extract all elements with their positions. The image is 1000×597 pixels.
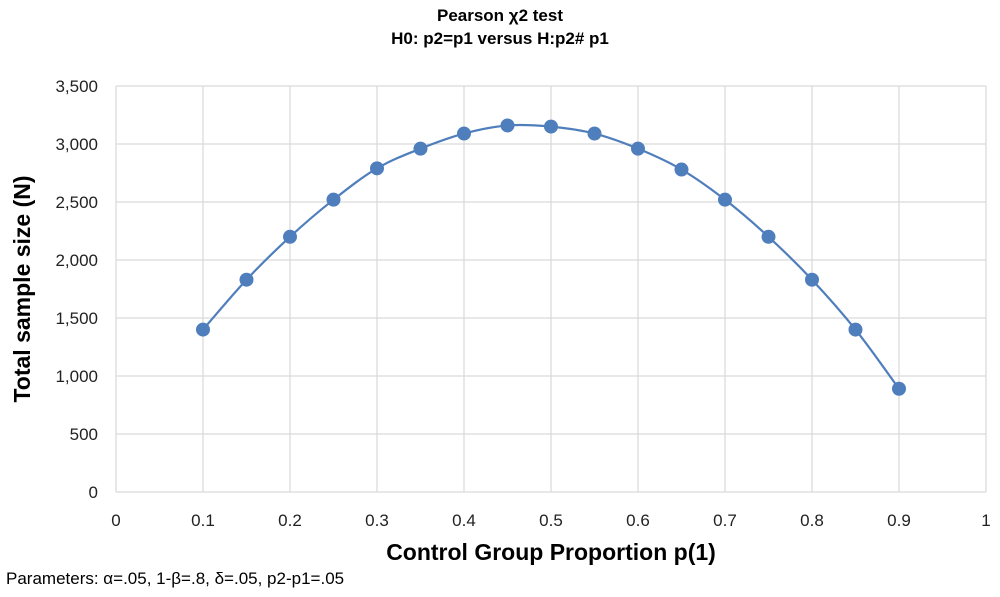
x-tick-label: 0.9 <box>887 511 911 530</box>
y-axis-title: Total sample size (N) <box>9 175 35 402</box>
y-tick-label: 1,500 <box>55 309 98 328</box>
x-tick-label: 0.3 <box>365 511 389 530</box>
data-point <box>370 161 384 176</box>
x-tick-label: 0 <box>111 511 120 530</box>
y-tick-label: 2,500 <box>55 193 98 212</box>
y-axis-ticks: 0 500 1,000 1,500 2,000 2,500 3,000 3,500 <box>55 77 98 502</box>
data-point <box>892 381 906 396</box>
chart-title: Pearson χ2 test <box>436 6 563 25</box>
x-tick-label: 0.1 <box>191 511 215 530</box>
data-point <box>631 141 645 156</box>
parameters-caption: Parameters: α=.05, 1-β=.8, δ=.05, p2-p1=… <box>6 569 345 588</box>
data-point <box>718 192 732 207</box>
data-point <box>326 192 341 207</box>
x-tick-label: 0.5 <box>539 511 563 530</box>
y-tick-label: 3,000 <box>55 135 98 154</box>
chart-subtitle: H0: p2=p1 versus H:p2# p1 <box>391 29 609 48</box>
x-tick-label: 0.4 <box>452 511 476 530</box>
x-tick-label: 1 <box>981 511 990 530</box>
data-point <box>805 272 819 287</box>
y-tick-label: 0 <box>89 483 98 502</box>
y-tick-label: 2,000 <box>55 251 98 270</box>
x-tick-label: 0.7 <box>713 511 737 530</box>
data-point <box>457 126 471 141</box>
x-axis-title: Control Group Proportion p(1) <box>386 539 716 565</box>
data-point <box>283 229 297 244</box>
x-tick-label: 0.2 <box>278 511 302 530</box>
data-point <box>413 141 428 156</box>
y-tick-label: 500 <box>70 425 98 444</box>
data-point <box>500 118 515 133</box>
x-tick-label: 0.8 <box>800 511 824 530</box>
data-point <box>674 162 689 177</box>
y-tick-label: 1,000 <box>55 367 98 386</box>
data-point <box>544 119 558 134</box>
data-point <box>239 272 254 287</box>
data-point <box>196 322 210 337</box>
data-point <box>587 126 602 141</box>
data-series <box>196 118 906 396</box>
data-point <box>761 229 776 244</box>
grid-lines <box>115 85 987 493</box>
x-tick-label: 0.6 <box>626 511 650 530</box>
x-axis-ticks: 0 0.1 0.2 0.3 0.4 0.5 0.6 0.7 0.8 0.9 1 <box>111 511 990 530</box>
y-tick-label: 3,500 <box>55 77 98 96</box>
data-point <box>848 322 863 337</box>
